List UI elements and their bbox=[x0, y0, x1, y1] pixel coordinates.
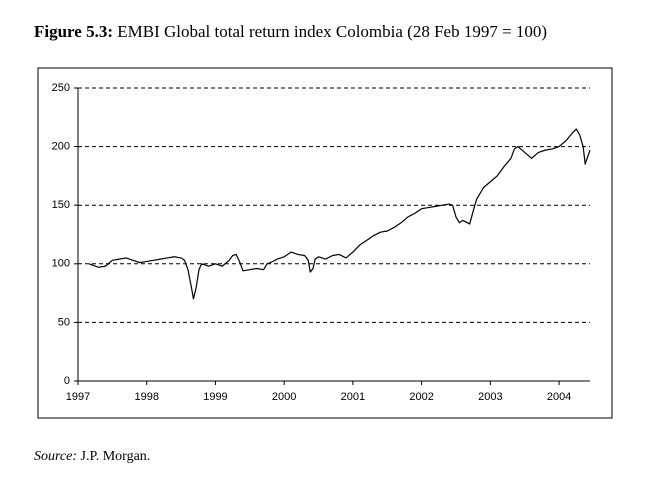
x-tick-label: 2002 bbox=[409, 391, 433, 403]
x-tick-label: 1998 bbox=[134, 391, 158, 403]
figure-label: Figure 5.3: bbox=[34, 22, 114, 41]
chart-frame bbox=[37, 67, 613, 419]
source-note: Source: J.P. Morgan. bbox=[34, 449, 150, 465]
x-tick-label: 2001 bbox=[341, 391, 365, 403]
source-label: Source: bbox=[34, 449, 78, 464]
x-tick-label: 1999 bbox=[203, 391, 227, 403]
y-tick-label: 50 bbox=[58, 316, 70, 328]
source-text: J.P. Morgan. bbox=[80, 449, 151, 464]
y-tick-label: 250 bbox=[52, 82, 70, 94]
y-tick-label: 100 bbox=[52, 258, 70, 270]
y-tick-label: 150 bbox=[52, 199, 70, 211]
y-tick-label: 0 bbox=[64, 375, 70, 387]
x-tick-label: 2000 bbox=[272, 391, 296, 403]
chart-title: Figure 5.3: EMBI Global total return ind… bbox=[34, 22, 547, 42]
x-tick-label: 2004 bbox=[547, 391, 571, 403]
data-line bbox=[88, 128, 591, 300]
title-text: EMBI Global total return index Colombia … bbox=[117, 22, 548, 41]
x-tick-label: 1997 bbox=[66, 391, 90, 403]
y-tick-label: 200 bbox=[52, 141, 70, 153]
x-tick-label: 2003 bbox=[478, 391, 502, 403]
